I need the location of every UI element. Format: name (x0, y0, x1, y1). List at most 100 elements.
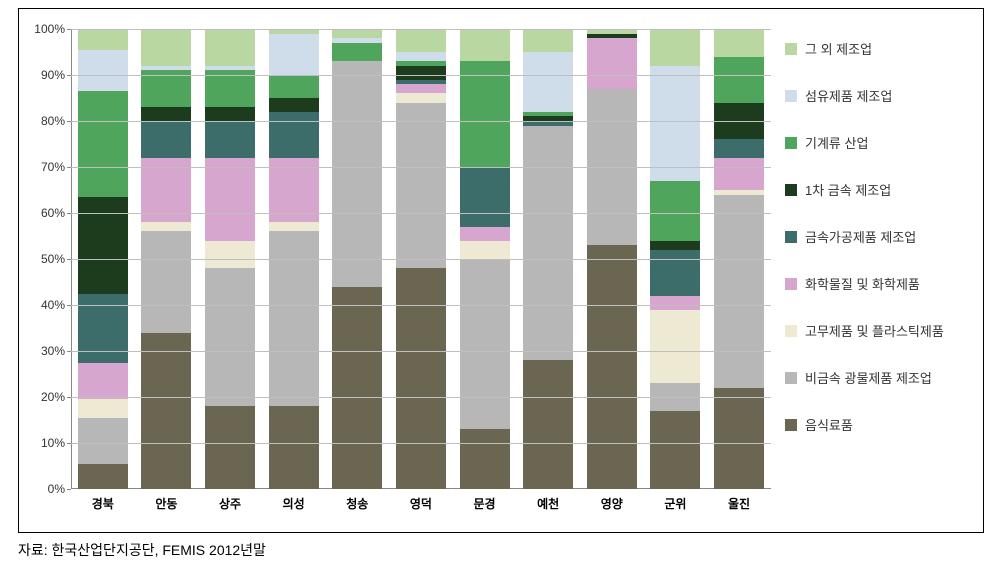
legend-label: 고무제품 및 플라스틱제품 (805, 321, 944, 340)
bar-segment-chem (460, 227, 510, 241)
bar-segment-other (205, 29, 255, 66)
chart-frame: 경북안동상주의성청송영덕문경예천영양군위울진 0%10%20%30%40%50%… (18, 8, 984, 533)
bar-segment-machinery (460, 61, 510, 167)
bar-segment-nonmetal (460, 259, 510, 429)
bar-segment-nonmetal (523, 126, 573, 361)
bar-segment-textile (78, 50, 128, 91)
y-tick-label: 30% (41, 344, 71, 358)
legend-item-metalproc: 금속가공제품 제조업 (785, 227, 969, 246)
bar-segment-metalproc (714, 139, 764, 157)
legend-label: 음식료품 (805, 415, 853, 434)
legend-label: 기계류 산업 (805, 133, 868, 152)
y-tick-label: 80% (41, 114, 71, 128)
y-tick-label: 70% (41, 160, 71, 174)
legend-item-machinery: 기계류 산업 (785, 133, 969, 152)
bar-segment-other (460, 29, 510, 61)
bar-segment-metalproc (460, 167, 510, 227)
legend-label: 금속가공제품 제조업 (805, 227, 916, 246)
y-tick-label: 10% (41, 436, 71, 450)
bar-segment-nonmetal (396, 103, 446, 269)
bar-segment-machinery (714, 57, 764, 103)
bar-segment-textile (650, 66, 700, 181)
bar-segment-metalproc (269, 112, 319, 158)
legend-swatch (785, 372, 797, 384)
legend-swatch (785, 419, 797, 431)
legend-label: 비금속 광물제품 제조업 (805, 368, 932, 387)
legend-swatch (785, 231, 797, 243)
bar-segment-other (523, 29, 573, 52)
bar-segment-rubber (269, 222, 319, 231)
bar-segment-nonmetal (78, 418, 128, 464)
bar-segment-machinery (332, 43, 382, 61)
y-tick-label: 100% (34, 22, 71, 36)
y-tick-label: 90% (41, 68, 71, 82)
bar-segment-rubber (205, 241, 255, 269)
bar-segment-other (396, 29, 446, 52)
legend-swatch (785, 184, 797, 196)
legend-swatch (785, 278, 797, 290)
bar-segment-textile (396, 52, 446, 61)
legend-item-primmetal: 1차 금속 제조업 (785, 180, 969, 199)
x-tick-label: 의성 (283, 489, 305, 512)
legend-label: 화학물질 및 화학제품 (805, 274, 920, 293)
legend-item-textile: 섬유제품 제조업 (785, 86, 969, 105)
bar-segment-machinery (269, 75, 319, 98)
bar-segment-chem (714, 158, 764, 190)
bar-segment-food (587, 245, 637, 489)
bar-segment-chem (587, 38, 637, 89)
x-tick-label: 예천 (537, 489, 559, 512)
grid-line (71, 305, 771, 306)
bar-segment-food (332, 287, 382, 489)
y-tick-label: 20% (41, 390, 71, 404)
bar-segment-machinery (650, 181, 700, 241)
x-tick-label: 경북 (92, 489, 114, 512)
bar-segment-rubber (650, 310, 700, 384)
x-tick-label: 영양 (601, 489, 623, 512)
y-tick-label: 40% (41, 298, 71, 312)
legend-label: 1차 금속 제조업 (805, 180, 891, 199)
bar-segment-rubber (396, 93, 446, 102)
legend-item-nonmetal: 비금속 광물제품 제조업 (785, 368, 969, 387)
bar-segment-food (78, 464, 128, 489)
x-tick-label: 영덕 (410, 489, 432, 512)
bar-segment-nonmetal (205, 268, 255, 406)
bar-segment-nonmetal (269, 231, 319, 406)
bar-segment-food (460, 429, 510, 489)
x-tick-label: 청송 (346, 489, 368, 512)
legend-label: 그 외 제조업 (805, 39, 872, 58)
legend-item-other: 그 외 제조업 (785, 39, 969, 58)
legend-item-chem: 화학물질 및 화학제품 (785, 274, 969, 293)
figure-root: 경북안동상주의성청송영덕문경예천영양군위울진 0%10%20%30%40%50%… (0, 0, 1002, 571)
bar-segment-other (714, 29, 764, 57)
bar-segment-food (650, 411, 700, 489)
legend-swatch (785, 90, 797, 102)
source-label: 자료: 한국산업단지공단, FEMIS 2012년말 (18, 540, 266, 560)
bar-segment-nonmetal (714, 195, 764, 388)
bar-segment-nonmetal (141, 231, 191, 332)
x-tick-label: 울진 (728, 489, 750, 512)
bar-segment-machinery (78, 91, 128, 197)
bar-segment-rubber (78, 399, 128, 417)
bar-segment-primmetal (205, 107, 255, 121)
bar-segment-nonmetal (332, 61, 382, 286)
legend-swatch (785, 325, 797, 337)
grid-line (71, 213, 771, 214)
grid-line (71, 397, 771, 398)
bar-segment-metalproc (78, 294, 128, 363)
bar-segment-food (141, 333, 191, 489)
grid-line (71, 167, 771, 168)
bar-segment-chem (650, 296, 700, 310)
x-tick-label: 군위 (664, 489, 686, 512)
grid-line (71, 443, 771, 444)
bar-segment-primmetal (650, 241, 700, 250)
bar-segment-metalproc (650, 250, 700, 296)
bar-segment-food (523, 360, 573, 489)
bar-segment-chem (78, 363, 128, 400)
bar-segment-food (205, 406, 255, 489)
legend-label: 섬유제품 제조업 (805, 86, 892, 105)
bar-segment-textile (269, 34, 319, 75)
legend-swatch (785, 43, 797, 55)
bar-segment-rubber (460, 241, 510, 259)
bar-segment-food (714, 388, 764, 489)
grid-line (71, 259, 771, 260)
